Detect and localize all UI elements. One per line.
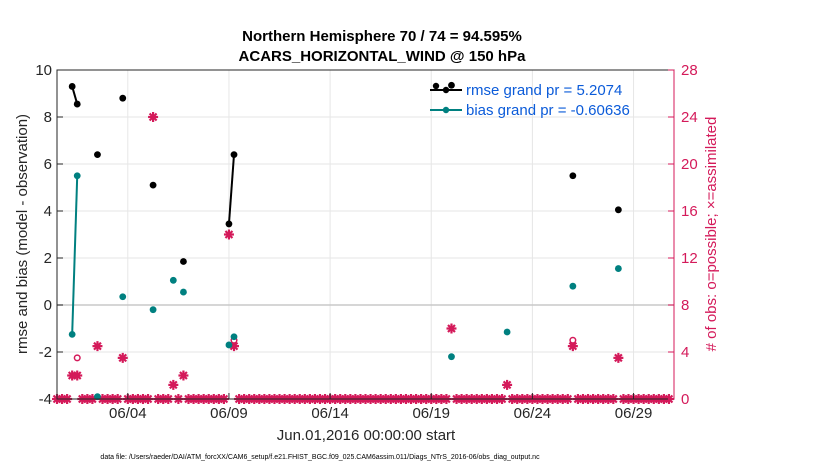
bias-point xyxy=(614,265,622,272)
y-axis-right-label: # of obs: o=possible; ×=assimilated xyxy=(703,117,720,352)
x-tick-label: 06/14 xyxy=(311,405,349,422)
y-right-tick-label: 20 xyxy=(681,156,698,173)
rmse-point xyxy=(225,220,233,228)
obs-possible-marker xyxy=(73,354,81,362)
bias-point xyxy=(68,330,76,338)
obs-assimilated-marker xyxy=(168,379,179,390)
y-right-tick-label: 0 xyxy=(681,391,689,408)
series-lines xyxy=(71,86,236,335)
obs-assimilated-marker xyxy=(148,112,159,122)
rmse-point xyxy=(94,151,101,159)
y-axis-ticks: -4 -2 0 2 4 6 8 10 xyxy=(35,62,63,408)
legend-bias-label: bias grand pr = -0.60636 xyxy=(466,102,630,119)
obs-assimilated-marker xyxy=(72,370,83,381)
obs-assimilated-marker xyxy=(92,341,103,352)
legend-rmse-marker xyxy=(432,82,440,90)
bias-point xyxy=(569,282,577,290)
y-tick-label: 4 xyxy=(44,203,52,220)
obs-assimilated-marker xyxy=(446,323,457,334)
rmse-point xyxy=(180,258,187,265)
bias-point xyxy=(225,341,233,349)
rmse-point xyxy=(569,172,577,180)
y-tick-label: -4 xyxy=(39,391,52,408)
obs-assimilated-marker xyxy=(117,352,128,363)
rmse-point xyxy=(149,181,157,189)
y-tick-label: 6 xyxy=(44,156,52,173)
bias-point xyxy=(119,293,127,301)
obs-assimilated-marker xyxy=(502,379,513,390)
rmse-point xyxy=(448,81,455,89)
obs-assimilated-marker xyxy=(178,370,189,381)
legend-rmse-label: rmse grand pr = 5.2074 xyxy=(466,82,622,99)
y-right-tick-label: 24 xyxy=(681,109,698,126)
rmse-point xyxy=(119,94,127,102)
legend-bias-marker xyxy=(442,106,450,114)
rmse-point xyxy=(68,83,76,90)
chart-subtitle: ACARS_HORIZONTAL_WIND @ 150 hPa xyxy=(239,48,527,65)
y-tick-label: 0 xyxy=(44,297,52,314)
bias-point xyxy=(169,276,177,284)
chart-title: Northern Hemisphere 70 / 74 = 94.595% xyxy=(242,28,522,45)
y-tick-label: 2 xyxy=(44,250,52,267)
y-axis-label: rmse and bias (model - observation) xyxy=(14,114,31,354)
bias-point xyxy=(180,288,187,296)
x-tick-label: 06/24 xyxy=(514,405,552,422)
obs-assimilated-marker xyxy=(613,352,624,363)
x-tick-label: 06/04 xyxy=(109,405,147,422)
y-tick-label: 10 xyxy=(35,62,52,79)
rmse-point xyxy=(614,206,622,214)
y-right-tick-label: 28 xyxy=(681,62,698,79)
rmse-point xyxy=(73,100,81,108)
y-tick-label: -2 xyxy=(39,344,52,361)
y-tick-label: 8 xyxy=(44,109,52,126)
y-axis-right-ticks: 0 4 8 12 16 20 24 28 xyxy=(668,62,698,408)
y-right-tick-label: 4 xyxy=(681,344,689,361)
x-tick-label: 06/19 xyxy=(412,405,450,422)
y-right-tick-label: 16 xyxy=(681,203,698,220)
x-tick-label: 06/09 xyxy=(210,405,248,422)
rmse-point xyxy=(230,151,238,159)
bias-point xyxy=(448,353,455,361)
x-axis-label: Jun.01,2016 00:00:00 start xyxy=(277,427,456,444)
legend: rmse grand pr = 5.2074 bias grand pr = -… xyxy=(430,82,630,119)
bias-point xyxy=(149,306,157,314)
legend-rmse-marker-2 xyxy=(442,86,450,94)
rmse-series-line xyxy=(227,154,236,224)
footnote: data file: /Users/raeder/DAI/ATM_forcXX/… xyxy=(100,454,540,461)
bias-series-line xyxy=(71,175,79,335)
obs-assimilated-marker xyxy=(223,229,234,240)
bias-point xyxy=(503,328,511,336)
y-right-tick-label: 8 xyxy=(681,297,689,314)
x-tick-label: 06/29 xyxy=(615,405,653,422)
obs-possible-marker xyxy=(569,336,577,344)
bias-point xyxy=(73,172,81,180)
x-axis-ticks: 06/04 06/09 06/14 06/19 06/24 06/29 xyxy=(109,393,652,422)
y-right-tick-label: 12 xyxy=(681,250,698,267)
bias-point xyxy=(230,333,238,341)
bias-point xyxy=(94,393,101,401)
series-points xyxy=(68,81,622,401)
